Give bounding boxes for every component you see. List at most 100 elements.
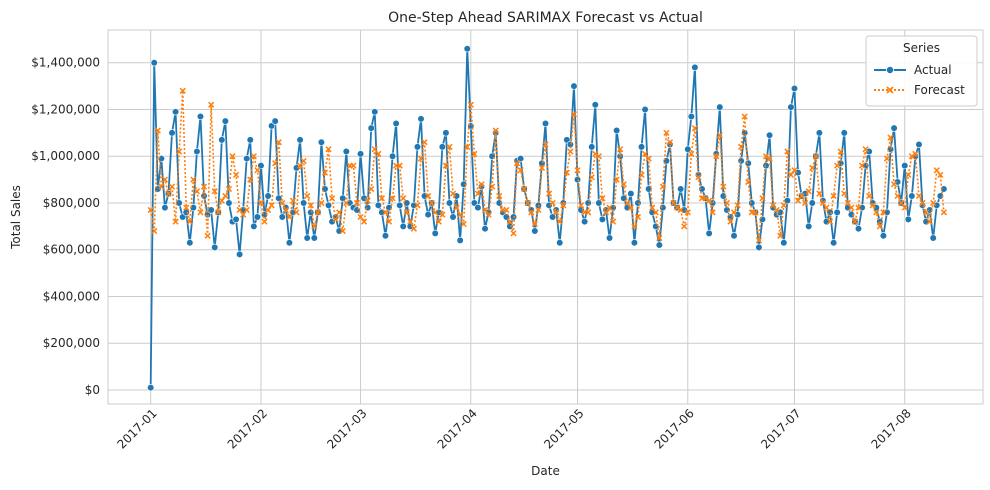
forecast-point (826, 218, 834, 225)
actual-point (719, 192, 727, 200)
forecast-point (272, 160, 279, 167)
actual-point (808, 199, 816, 207)
actual-point (531, 227, 539, 235)
chart-title: One-Step Ahead SARIMAX Forecast vs Actua… (388, 10, 703, 26)
forecast-point (869, 202, 876, 209)
actual-point (324, 201, 333, 209)
forecast-point (638, 171, 645, 179)
forecast-point (794, 197, 802, 204)
forecast-point (645, 155, 652, 162)
actual-point (627, 190, 635, 198)
actual-point (449, 213, 457, 221)
forecast-point (663, 129, 670, 136)
forecast-point (264, 206, 272, 214)
forecast-point (193, 188, 201, 195)
forecast-point (225, 185, 233, 193)
actual-point (474, 204, 482, 212)
actual-point (413, 143, 422, 151)
forecast-point (649, 204, 656, 211)
forecast-point (417, 155, 425, 162)
forecast-point (723, 199, 731, 207)
actual-point (399, 222, 407, 230)
forecast-point (898, 199, 905, 207)
actual-point (150, 59, 158, 67)
actual-point (556, 239, 564, 247)
actual-point (481, 225, 489, 233)
forecast-point (741, 113, 748, 120)
forecast-point (275, 139, 282, 146)
actual-point (805, 222, 813, 230)
actual-point (342, 147, 350, 156)
actual-point (655, 241, 663, 249)
forecast-point (343, 199, 350, 207)
actual-point (940, 185, 948, 193)
forecast-point (705, 197, 713, 204)
actual-point (847, 211, 855, 219)
actual-point (495, 199, 503, 207)
forecast-point (204, 232, 211, 239)
legend-entry-forecast: Forecast (874, 83, 965, 97)
forecast-point (300, 157, 307, 165)
forecast-point (240, 211, 247, 218)
forecast-point (876, 223, 883, 230)
forecast-point (257, 199, 265, 207)
forecast-point (200, 183, 208, 190)
forecast-point (656, 234, 663, 242)
forecast-point (851, 218, 859, 225)
forecast-point (574, 167, 581, 174)
actual-point (901, 161, 909, 170)
forecast-point (553, 209, 560, 216)
forecast-point (506, 218, 514, 225)
legend-actual-marker (886, 66, 895, 75)
actual-point (417, 115, 425, 123)
forecast-point (471, 150, 478, 158)
actual-point (755, 243, 763, 251)
actual-point (221, 117, 229, 125)
forecast-point (695, 174, 702, 181)
forecast-point (844, 199, 851, 207)
actual-point (456, 236, 464, 244)
forecast-point (232, 171, 240, 179)
actual-point (211, 243, 219, 251)
actual-point (933, 201, 941, 209)
forecast-point (595, 153, 602, 160)
forecast-point (634, 213, 642, 221)
actual-point (858, 204, 866, 212)
forecast-point (261, 218, 268, 225)
forecast-point (809, 164, 816, 172)
actual-point (275, 194, 283, 202)
forecast-point (428, 199, 435, 207)
forecast-point (318, 199, 325, 207)
y-tick-label: $1,200,000 (31, 102, 100, 116)
forecast-point (599, 195, 606, 202)
actual-point (236, 250, 244, 258)
forecast-point (279, 199, 286, 207)
actual-point (253, 213, 261, 221)
forecast-point (321, 169, 329, 176)
actual-point (890, 124, 898, 132)
forecast-point (531, 220, 538, 228)
forecast-point (485, 211, 492, 218)
forecast-point (691, 125, 699, 132)
forecast-point (766, 155, 773, 162)
forecast-point (161, 176, 169, 183)
actual-point (862, 161, 870, 170)
forecast-point (229, 153, 236, 160)
actual-point (730, 232, 738, 240)
forecast-point (812, 153, 819, 160)
forecast-point (168, 183, 176, 190)
actual-point (452, 192, 461, 200)
actual-point (168, 129, 176, 137)
forecast-point (937, 171, 944, 179)
forecast-point (823, 204, 830, 211)
actual-point (431, 229, 439, 237)
actual-point (915, 140, 923, 149)
actual-point (680, 206, 688, 214)
actual-point (367, 124, 375, 132)
actual-point (463, 45, 471, 53)
actual-point (894, 178, 902, 186)
actual-point (388, 152, 397, 160)
y-tick-label: $600,000 (43, 243, 100, 257)
actual-point (879, 232, 888, 240)
forecast-point (538, 164, 546, 172)
